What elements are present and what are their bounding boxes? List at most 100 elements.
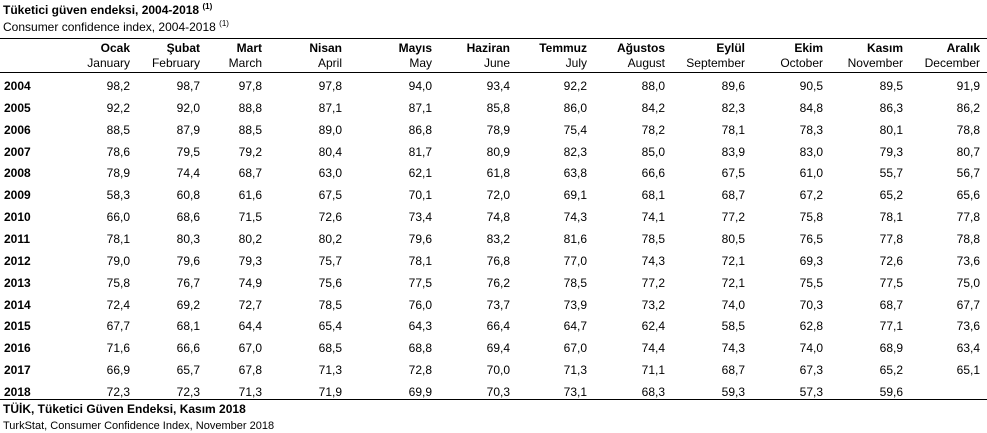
cell: 69,3: [799, 253, 823, 268]
cell: 66,6: [176, 341, 200, 356]
cell: 89,6: [721, 79, 745, 93]
subtitle: Consumer confidence index, 2004-2018 (1): [3, 20, 229, 35]
column-header-tr: Aralık: [946, 41, 980, 55]
cell: 80,2: [318, 232, 342, 246]
column-header-tr: Ocak: [100, 41, 130, 55]
cell: 68,1: [176, 319, 200, 334]
cell: 73,4: [408, 210, 432, 225]
cell: 72,6: [879, 253, 903, 268]
cell: 72,8: [408, 363, 432, 378]
cell: 83,2: [486, 232, 510, 246]
cell: 81,6: [563, 232, 587, 246]
title-text: Tüketici güven endeksi, 2004-2018: [3, 3, 200, 17]
row-year: 2009: [4, 188, 31, 203]
row-year: 2007: [4, 144, 31, 159]
cell: 65,4: [318, 319, 342, 334]
row-year: 2011: [4, 232, 31, 246]
row-year: 2018: [4, 385, 31, 399]
cell: 80,1: [879, 122, 903, 137]
cell: 66,0: [106, 210, 130, 225]
cell: 66,4: [486, 319, 510, 334]
cell: 72,7: [238, 297, 262, 312]
cell: 77,2: [641, 275, 665, 290]
row-year: 2006: [4, 122, 31, 137]
cell: 74,9: [238, 275, 262, 290]
cell: 73,2: [641, 297, 665, 312]
cell: 71,5: [238, 210, 262, 225]
column-header-en: January: [87, 56, 130, 70]
cell: 78,2: [641, 122, 665, 137]
cell: 93,4: [486, 79, 510, 93]
cell: 74,4: [641, 341, 665, 356]
cell: 78,1: [721, 122, 745, 137]
row-year: 2010: [4, 210, 31, 225]
cell: 62,8: [799, 319, 823, 334]
cell: 79,3: [879, 144, 903, 159]
row-year: 2008: [4, 166, 31, 181]
cell: 98,7: [176, 79, 200, 93]
cell: 87,1: [318, 100, 342, 115]
cell: 73,7: [486, 297, 510, 312]
cell: 86,0: [563, 100, 587, 115]
cell: 70,3: [799, 297, 823, 312]
cell: 71,3: [238, 385, 262, 399]
cell: 71,1: [641, 363, 665, 378]
row-year: 2017: [4, 363, 31, 378]
cell: 88,5: [106, 122, 130, 137]
cell: 76,7: [176, 275, 200, 290]
cell: 67,8: [238, 363, 262, 378]
cell: 63,0: [318, 166, 342, 181]
cell: 65,7: [176, 363, 200, 378]
cell: 78,1: [408, 253, 432, 268]
cell: 67,0: [563, 341, 587, 356]
column-header-en: August: [627, 56, 665, 70]
cell: 75,0: [956, 275, 980, 290]
cell: 67,7: [106, 319, 130, 334]
cell: 91,9: [956, 79, 980, 93]
cell: 72,1: [721, 253, 745, 268]
cell: 78,8: [956, 232, 980, 246]
cell: 76,2: [486, 275, 510, 290]
cell: 73,6: [956, 253, 980, 268]
cell: 65,1: [956, 363, 980, 378]
cell: 86,3: [879, 100, 903, 115]
column-header-en: December: [924, 56, 980, 70]
cell: 81,7: [408, 144, 432, 159]
cell: 67,3: [799, 363, 823, 378]
column-header-en: May: [409, 56, 432, 70]
cell: 78,1: [879, 210, 903, 225]
cell: 66,6: [641, 166, 665, 181]
cell: 77,5: [408, 275, 432, 290]
cell: 80,7: [956, 144, 980, 159]
cell: 58,3: [106, 188, 130, 203]
column-header-en: February: [151, 56, 200, 70]
cell: 79,5: [176, 144, 200, 159]
cell: 67,0: [238, 341, 262, 356]
cell: 77,8: [956, 210, 980, 225]
cell: 74,8: [486, 210, 510, 225]
cell: 80,5: [721, 232, 745, 246]
cell: 64,3: [408, 319, 432, 334]
cell: 55,7: [879, 166, 903, 181]
cell: 80,4: [318, 144, 342, 159]
cell: 75,7: [318, 253, 342, 268]
column-header-tr: Mart: [236, 41, 262, 55]
cell: 94,0: [408, 79, 432, 93]
column-header-en: September: [686, 56, 745, 70]
cell: 90,5: [799, 79, 823, 93]
cell: 78,5: [563, 275, 587, 290]
column-header-tr: Eylül: [716, 41, 745, 55]
cell: 84,2: [641, 100, 665, 115]
cell: 75,4: [563, 122, 587, 137]
cell: 68,5: [318, 341, 342, 356]
title-note: (1): [202, 2, 213, 11]
cell: 56,7: [956, 166, 980, 181]
cell: 68,6: [176, 210, 200, 225]
cell: 76,8: [486, 253, 510, 268]
cell: 74,3: [563, 210, 587, 225]
column-header-en: November: [847, 56, 903, 70]
cell: 82,3: [563, 144, 587, 159]
cell: 77,8: [879, 232, 903, 246]
cell: 72,3: [106, 385, 130, 399]
